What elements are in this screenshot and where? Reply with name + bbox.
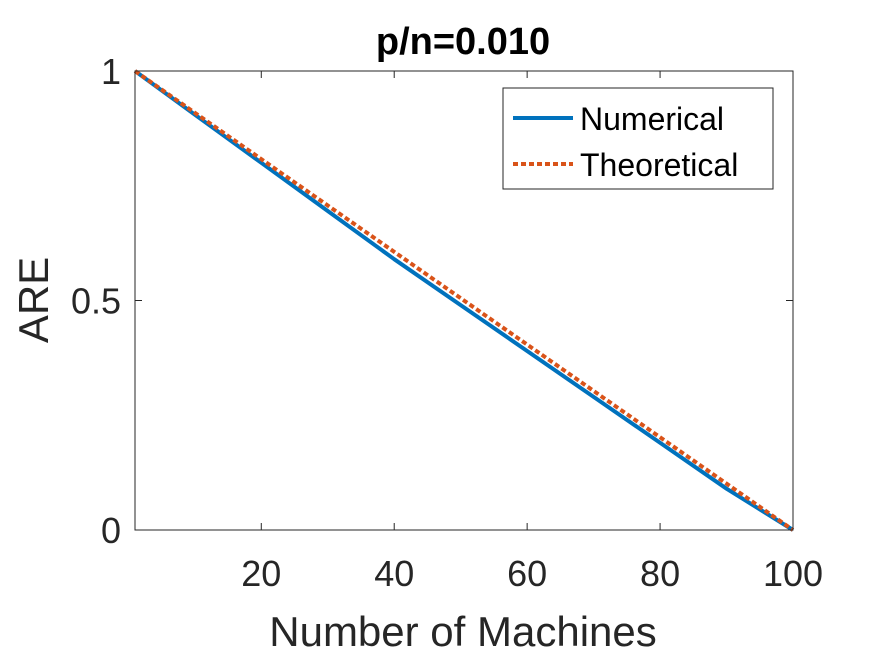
chart-title: p/n=0.010 xyxy=(376,21,550,63)
legend-label-numerical: Numerical xyxy=(580,101,724,137)
x-tick-label: 80 xyxy=(640,553,680,594)
x-tick-label: 20 xyxy=(241,553,281,594)
x-tick-label: 100 xyxy=(763,553,823,594)
legend: Numerical Theoretical xyxy=(502,87,774,190)
y-tick-label: 0 xyxy=(101,510,121,551)
series-line-theoretical xyxy=(133,69,795,532)
legend-label-theoretical: Theoretical xyxy=(580,147,738,183)
series-line-numerical xyxy=(133,69,795,532)
y-tick-label: 1 xyxy=(101,51,121,92)
series-layer xyxy=(133,69,795,532)
y-tick-label: 0.5 xyxy=(71,281,121,322)
x-tick-label: 40 xyxy=(374,553,414,594)
x-axis-label: Number of Machines xyxy=(269,608,657,655)
legend-box xyxy=(502,87,774,190)
x-tick-label: 60 xyxy=(507,553,547,594)
ticks-layer: 20 40 60 80 100 0 0.5 1 xyxy=(71,51,823,594)
y-axis-label: ARE xyxy=(10,257,57,343)
